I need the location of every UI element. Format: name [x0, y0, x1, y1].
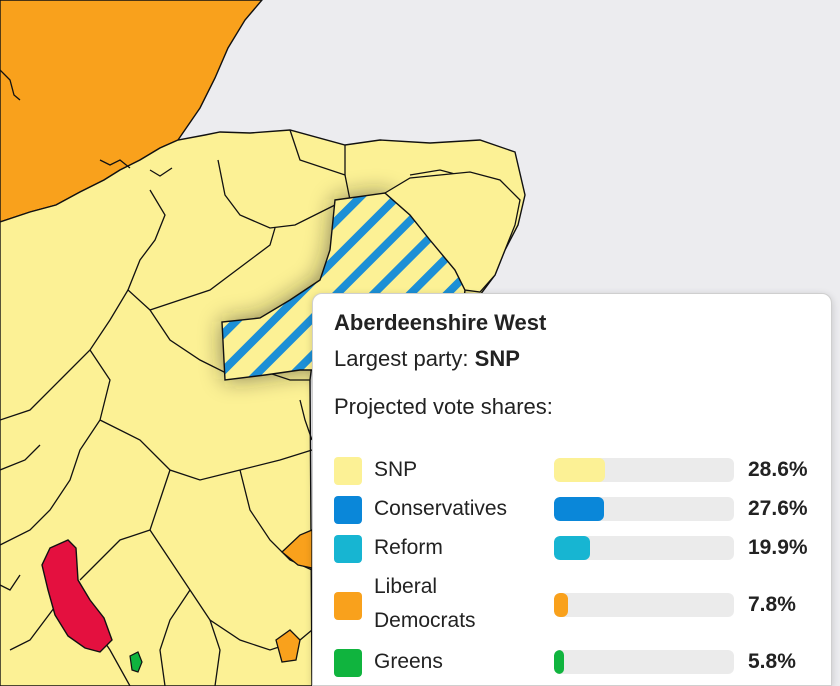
vote-bar-track-snp [554, 458, 734, 482]
projected-vote-shares-label: Projected vote shares: [334, 394, 553, 419]
party-swatch-conservatives [334, 496, 362, 524]
largest-party-value: SNP [474, 346, 520, 371]
party-name-greens: Greens [374, 650, 443, 673]
vote-bar-fill-snp [554, 458, 606, 482]
largest-party-label: Largest party: [334, 346, 469, 371]
constituency-green[interactable] [129, 651, 143, 673]
vote-bar-track-greens [554, 650, 734, 674]
constituency-aberdeenshire-north[interactable] [383, 171, 521, 293]
party-name-snp: SNP [374, 458, 418, 481]
party-swatch-greens [334, 649, 362, 677]
vote-share-conservatives: 27.6% [748, 497, 808, 520]
vote-bar-track-conservatives [554, 497, 734, 521]
vote-bar-fill-conservatives [554, 497, 604, 521]
party-name-liberal-democrats-line2: Democrats [374, 609, 476, 632]
party-swatch-reform [334, 535, 362, 563]
party-name-liberal-democrats-line1: Liberal [374, 575, 438, 598]
party-name-reform: Reform [374, 536, 443, 559]
vote-share-liberal-democrats: 7.8% [748, 593, 796, 616]
vote-bar-track-liberal-democrats [554, 593, 734, 617]
constituency-labour[interactable] [41, 539, 113, 653]
largest-party-line: Largest party: SNP [334, 346, 811, 372]
vote-bar-track-reform [554, 536, 734, 560]
vote-bar-fill-liberal-democrats [554, 593, 569, 617]
vote-share-greens: 5.8% [748, 650, 796, 673]
constituency-orange-south[interactable] [275, 629, 301, 663]
vote-bar-fill-greens [554, 650, 565, 674]
party-name-conservatives: Conservatives [374, 497, 508, 520]
vote-share-snp: 28.6% [748, 458, 808, 481]
party-swatch-liberal-democrats [334, 592, 362, 620]
vote-bar-fill-reform [554, 536, 590, 560]
coastline-detail [0, 69, 173, 591]
constituency-tooltip: Aberdeenshire West Largest party: SNP Pr… [312, 293, 832, 686]
party-swatch-snp [334, 457, 362, 485]
constituency-name: Aberdeenshire West [334, 310, 547, 335]
vote-share-reform: 19.9% [748, 536, 808, 559]
